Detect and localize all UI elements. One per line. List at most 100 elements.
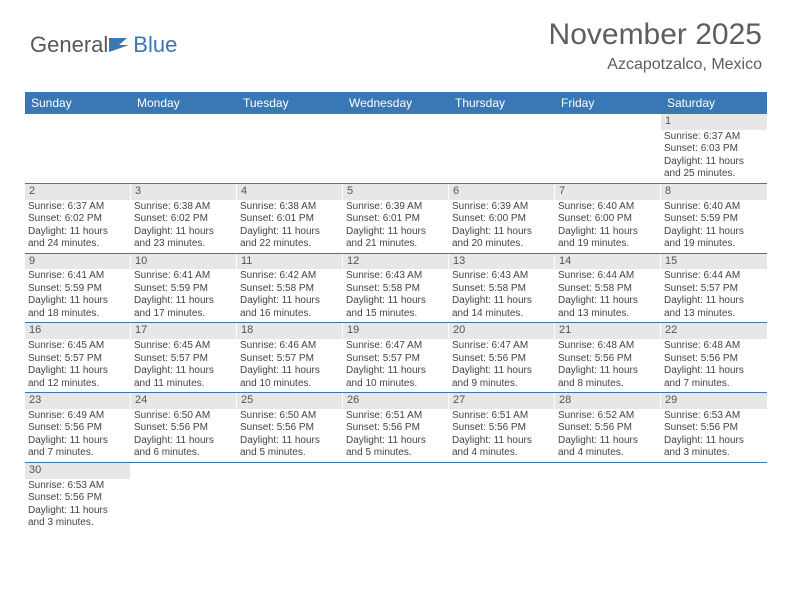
day-info: Sunrise: 6:49 AMSunset: 5:56 PMDaylight:… xyxy=(25,409,131,462)
day-number: 1 xyxy=(661,114,767,130)
day-info: Sunrise: 6:53 AMSunset: 5:56 PMDaylight:… xyxy=(25,479,131,532)
daylight-text: Daylight: 11 hours xyxy=(134,435,234,448)
daylight-text: Daylight: 11 hours xyxy=(240,435,340,448)
day-info: Sunrise: 6:45 AMSunset: 5:57 PMDaylight:… xyxy=(25,339,131,392)
sunrise-text: Sunrise: 6:49 AM xyxy=(28,410,128,423)
weekday-header: Tuesday xyxy=(237,92,343,114)
day-info: Sunrise: 6:53 AMSunset: 5:56 PMDaylight:… xyxy=(661,409,767,462)
sunrise-text: Sunrise: 6:37 AM xyxy=(28,201,128,214)
sunrise-text: Sunrise: 6:38 AM xyxy=(134,201,234,214)
day-number: 21 xyxy=(555,323,661,339)
day-info: Sunrise: 6:40 AMSunset: 5:59 PMDaylight:… xyxy=(661,200,767,253)
sunrise-text: Sunrise: 6:45 AM xyxy=(134,340,234,353)
sunrise-text: Sunrise: 6:46 AM xyxy=(240,340,340,353)
daylight-text: and 25 minutes. xyxy=(664,168,764,181)
daylight-text: and 18 minutes. xyxy=(28,308,128,321)
day-number: 16 xyxy=(25,323,131,339)
daylight-text: and 10 minutes. xyxy=(240,378,340,391)
daylight-text: Daylight: 11 hours xyxy=(346,295,446,308)
day-info: Sunrise: 6:51 AMSunset: 5:56 PMDaylight:… xyxy=(449,409,555,462)
weekday-header: Thursday xyxy=(449,92,555,114)
sunrise-text: Sunrise: 6:39 AM xyxy=(346,201,446,214)
calendar-body: 1Sunrise: 6:37 AMSunset: 6:03 PMDaylight… xyxy=(25,114,767,532)
sunset-text: Sunset: 6:00 PM xyxy=(452,213,552,226)
sunrise-text: Sunrise: 6:50 AM xyxy=(134,410,234,423)
calendar-row: 23Sunrise: 6:49 AMSunset: 5:56 PMDayligh… xyxy=(25,393,767,463)
daylight-text: and 3 minutes. xyxy=(664,447,764,460)
day-number: 5 xyxy=(343,184,449,200)
calendar-cell: 24Sunrise: 6:50 AMSunset: 5:56 PMDayligh… xyxy=(131,393,237,462)
calendar-cell xyxy=(449,463,555,532)
daylight-text: Daylight: 11 hours xyxy=(558,365,658,378)
daylight-text: Daylight: 11 hours xyxy=(558,226,658,239)
daylight-text: and 11 minutes. xyxy=(134,378,234,391)
calendar-cell: 20Sunrise: 6:47 AMSunset: 5:56 PMDayligh… xyxy=(449,323,555,392)
sunrise-text: Sunrise: 6:48 AM xyxy=(664,340,764,353)
calendar-cell xyxy=(343,114,449,183)
sunrise-text: Sunrise: 6:37 AM xyxy=(664,131,764,144)
day-info: Sunrise: 6:38 AMSunset: 6:01 PMDaylight:… xyxy=(237,200,343,253)
daylight-text: and 17 minutes. xyxy=(134,308,234,321)
calendar: Sunday Monday Tuesday Wednesday Thursday… xyxy=(25,92,767,532)
sunset-text: Sunset: 5:56 PM xyxy=(452,422,552,435)
calendar-row: 1Sunrise: 6:37 AMSunset: 6:03 PMDaylight… xyxy=(25,114,767,184)
day-info: Sunrise: 6:50 AMSunset: 5:56 PMDaylight:… xyxy=(131,409,237,462)
calendar-cell: 1Sunrise: 6:37 AMSunset: 6:03 PMDaylight… xyxy=(661,114,767,183)
sunrise-text: Sunrise: 6:41 AM xyxy=(134,270,234,283)
sunset-text: Sunset: 5:56 PM xyxy=(134,422,234,435)
sunrise-text: Sunrise: 6:53 AM xyxy=(664,410,764,423)
month-title: November 2025 xyxy=(549,18,762,52)
daylight-text: Daylight: 11 hours xyxy=(240,365,340,378)
calendar-cell xyxy=(661,463,767,532)
sunrise-text: Sunrise: 6:43 AM xyxy=(346,270,446,283)
calendar-cell: 28Sunrise: 6:52 AMSunset: 5:56 PMDayligh… xyxy=(555,393,661,462)
day-info: Sunrise: 6:41 AMSunset: 5:59 PMDaylight:… xyxy=(131,269,237,322)
daylight-text: Daylight: 11 hours xyxy=(240,295,340,308)
sunrise-text: Sunrise: 6:39 AM xyxy=(452,201,552,214)
day-info: Sunrise: 6:47 AMSunset: 5:56 PMDaylight:… xyxy=(449,339,555,392)
daylight-text: and 21 minutes. xyxy=(346,238,446,251)
day-number: 6 xyxy=(449,184,555,200)
sunset-text: Sunset: 6:01 PM xyxy=(346,213,446,226)
daylight-text: Daylight: 11 hours xyxy=(664,295,764,308)
day-number: 20 xyxy=(449,323,555,339)
day-info: Sunrise: 6:45 AMSunset: 5:57 PMDaylight:… xyxy=(131,339,237,392)
daylight-text: and 15 minutes. xyxy=(346,308,446,321)
sunrise-text: Sunrise: 6:41 AM xyxy=(28,270,128,283)
sunset-text: Sunset: 5:57 PM xyxy=(240,353,340,366)
calendar-cell xyxy=(343,463,449,532)
daylight-text: and 13 minutes. xyxy=(558,308,658,321)
calendar-cell: 19Sunrise: 6:47 AMSunset: 5:57 PMDayligh… xyxy=(343,323,449,392)
sunset-text: Sunset: 5:58 PM xyxy=(558,283,658,296)
sunset-text: Sunset: 5:56 PM xyxy=(452,353,552,366)
calendar-row: 9Sunrise: 6:41 AMSunset: 5:59 PMDaylight… xyxy=(25,254,767,324)
daylight-text: and 7 minutes. xyxy=(664,378,764,391)
day-number: 26 xyxy=(343,393,449,409)
sunset-text: Sunset: 5:56 PM xyxy=(558,353,658,366)
day-number: 7 xyxy=(555,184,661,200)
daylight-text: and 20 minutes. xyxy=(452,238,552,251)
day-number: 17 xyxy=(131,323,237,339)
daylight-text: Daylight: 11 hours xyxy=(134,365,234,378)
daylight-text: Daylight: 11 hours xyxy=(664,226,764,239)
calendar-cell: 30Sunrise: 6:53 AMSunset: 5:56 PMDayligh… xyxy=(25,463,131,532)
daylight-text: and 3 minutes. xyxy=(28,517,128,530)
daylight-text: and 23 minutes. xyxy=(134,238,234,251)
calendar-cell: 29Sunrise: 6:53 AMSunset: 5:56 PMDayligh… xyxy=(661,393,767,462)
sunrise-text: Sunrise: 6:53 AM xyxy=(28,480,128,493)
daylight-text: Daylight: 11 hours xyxy=(346,435,446,448)
daylight-text: and 6 minutes. xyxy=(134,447,234,460)
day-info: Sunrise: 6:48 AMSunset: 5:56 PMDaylight:… xyxy=(555,339,661,392)
day-info: Sunrise: 6:46 AMSunset: 5:57 PMDaylight:… xyxy=(237,339,343,392)
day-info: Sunrise: 6:52 AMSunset: 5:56 PMDaylight:… xyxy=(555,409,661,462)
daylight-text: and 8 minutes. xyxy=(558,378,658,391)
day-number: 24 xyxy=(131,393,237,409)
day-number: 11 xyxy=(237,254,343,270)
day-number: 15 xyxy=(661,254,767,270)
calendar-cell: 4Sunrise: 6:38 AMSunset: 6:01 PMDaylight… xyxy=(237,184,343,253)
sunrise-text: Sunrise: 6:52 AM xyxy=(558,410,658,423)
sunset-text: Sunset: 5:56 PM xyxy=(346,422,446,435)
sunset-text: Sunset: 5:56 PM xyxy=(664,353,764,366)
calendar-cell xyxy=(237,463,343,532)
sunset-text: Sunset: 5:57 PM xyxy=(664,283,764,296)
